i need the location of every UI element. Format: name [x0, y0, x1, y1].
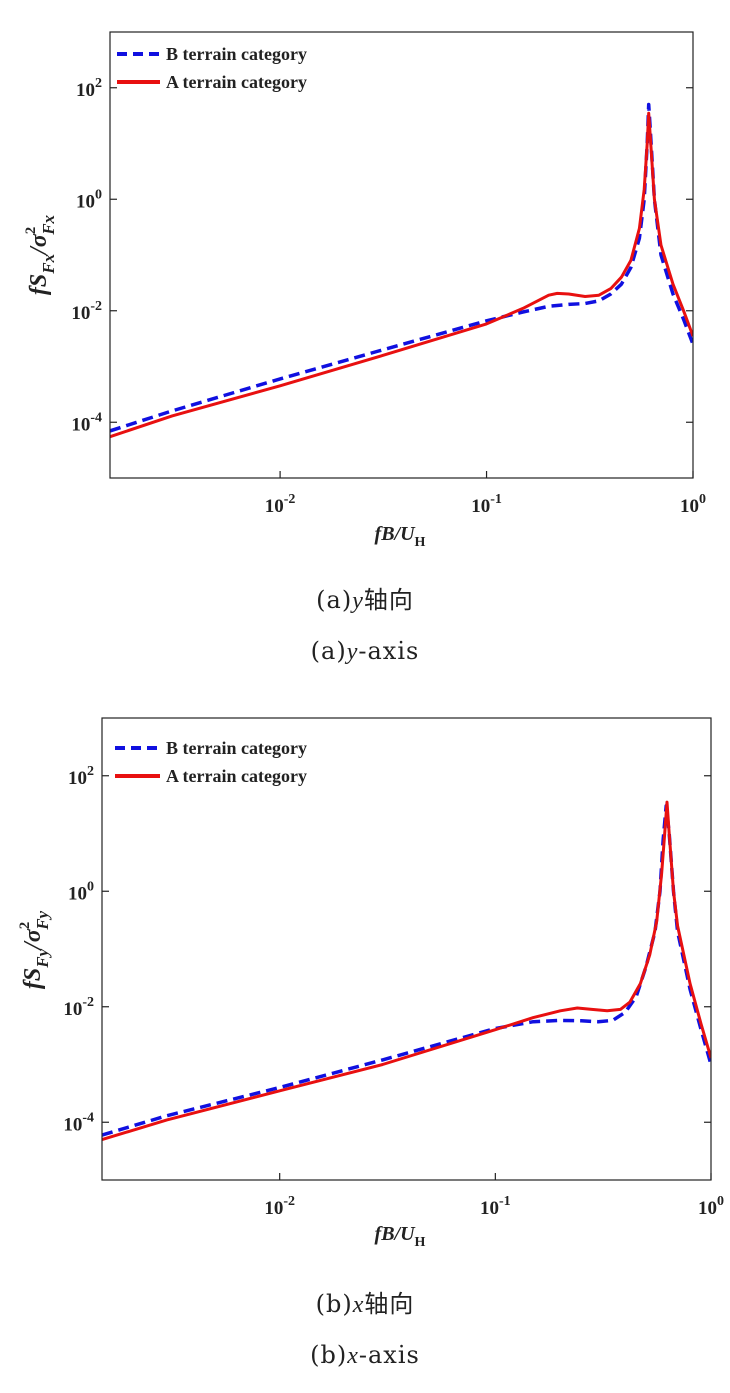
xlabel-sub: H — [415, 535, 426, 550]
svg-text:fB/UH: fB/UH — [375, 523, 426, 550]
caption-a-cn: (a)y轴向 — [0, 580, 730, 615]
caption-b-cn-var: x — [352, 1292, 365, 1318]
caption-a-en-text: -axis — [358, 637, 420, 665]
caption-a-en-prefix: (a) — [310, 637, 347, 665]
ylabel-sub2: Fx — [39, 214, 58, 235]
xlabel-main: fB/U — [375, 523, 417, 545]
chart-b-xlabel: fB/UH — [375, 1223, 426, 1250]
caption-a-cn-prefix: (a) — [316, 586, 353, 614]
caption-b-cn-prefix: (b) — [315, 1290, 353, 1318]
chart-b-ticks: 10-2 10-1 100 10-4 10-2 100 102 — [63, 764, 724, 1219]
chart-a-legend: B terrain category A terrain category — [117, 44, 307, 92]
series-line-a-terrain — [102, 800, 711, 1142]
x-tick-label: 10-1 — [480, 1194, 511, 1219]
legend-b-label: B terrain category — [166, 44, 307, 64]
y-tick-label: 100 — [76, 187, 102, 212]
svg-text:fB/UH: fB/UH — [375, 1223, 426, 1250]
y-tick-label: 102 — [68, 764, 94, 789]
series-line-a-terrain — [110, 111, 693, 439]
xlabel-main: fB/U — [375, 1223, 417, 1245]
chart-b: 10-2 10-1 100 10-4 10-2 100 102 B terrain cate… — [17, 717, 724, 1250]
y-tick-label: 10-4 — [63, 1110, 94, 1135]
series-line-b-terrain — [110, 102, 693, 433]
chart-b-axes-box — [101, 717, 712, 1181]
y-tick-label: 10-2 — [63, 995, 94, 1020]
caption-a-en: (a)y-axis — [0, 637, 730, 666]
chart-b-legend: B terrain category A terrain category — [115, 738, 307, 786]
x-tick-label: 10-1 — [471, 492, 502, 517]
chart-a-ylabel: fSFx/σ2Fx — [23, 214, 58, 295]
chart-b-marks — [102, 800, 711, 1142]
ylabel-fs: fS — [26, 274, 52, 295]
ylabel-sub1: Fy — [33, 948, 52, 968]
ylabel-sigma: /σ — [26, 233, 52, 256]
ylabel-sup: 2 — [17, 922, 33, 930]
ylabel-sub1: Fx — [39, 253, 58, 274]
caption-a-cn-text: 轴向 — [363, 586, 414, 614]
x-tick-label: 100 — [698, 1194, 724, 1219]
y-tick-label: 10-2 — [71, 299, 102, 324]
chart-a-xlabel: fB/UH — [375, 523, 426, 550]
ylabel-fs: fS — [20, 968, 46, 989]
caption-b-en: (b)x-axis — [0, 1341, 730, 1370]
xlabel-sub: H — [415, 1235, 426, 1250]
chart-b-ylabel: fSFy/σ2Fy — [17, 910, 52, 989]
caption-b-en-var: x — [347, 1343, 359, 1369]
legend-b-label: B terrain category — [166, 738, 307, 758]
y-tick-label: 100 — [68, 879, 94, 904]
x-tick-label: 100 — [680, 492, 706, 517]
x-tick-label: 10-2 — [264, 1194, 295, 1219]
series-line-b-terrain — [102, 804, 711, 1137]
legend-a-label: A terrain category — [166, 72, 307, 92]
x-tick-label: 10-2 — [265, 492, 296, 517]
caption-b-en-text: -axis — [358, 1341, 420, 1369]
y-tick-label: 10-4 — [71, 410, 102, 435]
chart-a-axes-box — [109, 31, 694, 479]
chart-a-marks — [110, 102, 693, 439]
caption-a-cn-var: y — [352, 588, 364, 614]
ylabel-sup: 2 — [23, 227, 39, 235]
y-tick-label: 102 — [76, 76, 102, 101]
caption-a-en-var: y — [346, 639, 359, 665]
svg-text:fSFy/σ2Fy: fSFy/σ2Fy — [17, 910, 52, 989]
caption-b-cn: (b)x轴向 — [0, 1284, 730, 1319]
svg-text:fSFx/σ2Fx: fSFx/σ2Fx — [23, 214, 58, 295]
ylabel-sigma: /σ — [20, 928, 46, 951]
ylabel-sub2: Fy — [33, 910, 52, 930]
legend-a-label: A terrain category — [166, 766, 307, 786]
caption-b-cn-text: 轴向 — [364, 1290, 415, 1318]
caption-b-en-prefix: (b) — [310, 1341, 348, 1369]
chart-a-ticks: 10-2 10-1 100 10-4 10-2 100 102 — [71, 76, 706, 517]
chart-a: 10-2 10-1 100 10-4 10-2 100 102 B terrain cate… — [23, 31, 706, 550]
